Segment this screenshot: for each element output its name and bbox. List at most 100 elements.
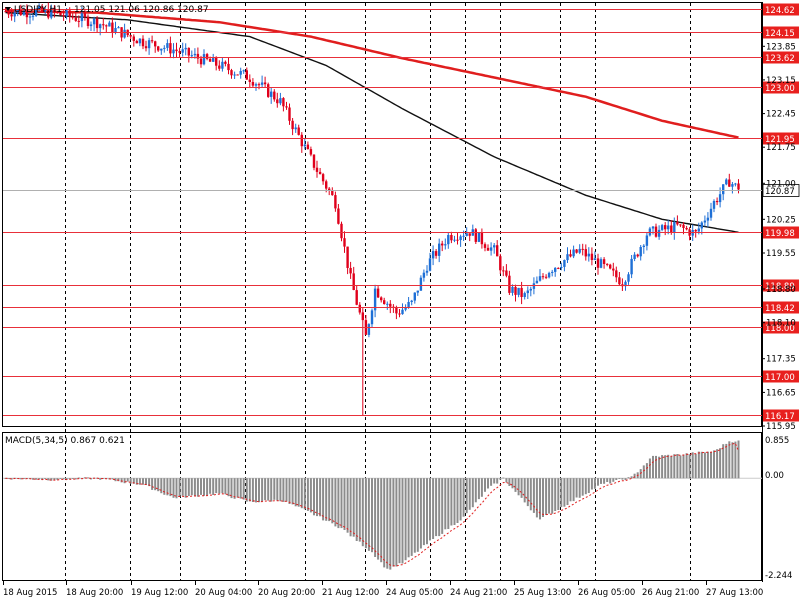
macd-bar [697,451,700,479]
candle-body [254,84,258,86]
price-tick-label: 119.55 [766,249,796,259]
macd-bar [221,478,224,494]
dropdown-triangle-icon[interactable] [5,7,11,11]
candle-body [361,312,364,321]
macd-bar [401,478,404,564]
macd-bar [361,478,364,547]
candle-body [654,226,658,237]
macd-bar [62,478,65,480]
candle-body [434,251,438,256]
candle-body [444,244,447,246]
macd-bar [468,478,471,510]
candle-body [624,281,627,287]
main-pane-frame [2,2,762,427]
time-label: 27 Aug 13:00 [706,588,763,598]
candle-body [544,276,548,278]
candle-body [407,302,410,308]
candle-body [413,292,416,301]
macd-bar [178,478,181,497]
candle-body [123,29,126,38]
candle-body [612,268,615,271]
candle-body [187,47,190,56]
candle-body [47,9,50,18]
candle-body [410,300,413,302]
candle-body [636,254,639,257]
candle-body [700,222,703,229]
macd-bar [652,455,654,479]
macd-bar [612,478,615,482]
candle-body [670,225,673,233]
candle-body [709,208,713,218]
time-axis: 18 Aug 2015 18 Aug 20:00 19 Aug 12:00 20 Au… [3,581,763,598]
macd-bar [47,478,50,481]
time-label: 21 Aug 12:00 [322,588,379,598]
candle-body [83,13,87,17]
macd-bar [264,478,267,501]
macd-bar [542,478,544,517]
macd-bar [53,478,56,481]
candle-body [560,267,563,268]
candle-body [297,127,300,135]
macd-bar [539,478,541,520]
macd-bar [331,478,334,524]
macd-bar [309,478,312,513]
macd-bar [737,440,740,479]
candle-body [328,188,331,191]
candle-body [10,14,13,17]
macd-bar [462,478,465,517]
candle-body [340,223,343,239]
chart-header[interactable]: USDJPY,H1 121.05 121.06 120.86 120.87 [5,5,209,15]
macd-bar [111,478,114,480]
candle-body [373,288,377,311]
candle-body [147,40,151,49]
candle-body [346,246,349,268]
macd-pane-frame [2,432,762,581]
candle-body [141,38,145,47]
macd-bar [673,454,676,479]
candle-body [325,181,328,189]
price-tick-label: 122.45 [766,110,796,120]
candle-body [660,225,664,230]
macd-bar [279,478,282,502]
candles [4,2,740,416]
macd-bar [713,450,715,479]
macd-bar [389,478,392,570]
macd-bar [203,478,205,496]
macd-label: MACD(5,34,5) 0.867 0.621 [5,436,125,446]
candle-body [474,229,477,242]
candle-body [450,235,453,241]
macd-bar [364,478,367,549]
macd-bar [87,477,89,479]
candle-body [480,232,484,245]
macd-bar [429,478,431,541]
price-tick-label: 123.85 [766,42,796,52]
macd-bar [157,478,160,492]
candle-body [639,247,642,257]
candle-body [401,309,404,315]
time-label: 24 Aug 05:00 [386,588,443,598]
current-price-label: 120.87 [765,187,795,197]
macd-bar [343,478,346,530]
price-tick-label: 121.75 [766,143,796,153]
candle-body [154,41,157,47]
candle-body [535,280,539,284]
candle-body [95,18,99,29]
macd-bar [514,478,517,492]
macd-bar [349,478,352,537]
macd-bar [132,478,135,484]
ma-slow-line [5,9,739,139]
ma-fast-line [5,11,739,233]
candle-body [715,201,719,203]
candle-body [37,6,41,11]
candle-body [349,268,352,274]
candle-body [425,270,429,273]
macd-bar [441,478,444,534]
price-levels[interactable]: 124.62 124.15 123.62 123.00 121.95 119.98 118.… [3,3,800,423]
candle-body [16,9,19,13]
candle-body [557,267,560,269]
macd-bar [676,454,679,479]
level-label-bg [763,81,799,94]
candle-body [587,253,590,257]
